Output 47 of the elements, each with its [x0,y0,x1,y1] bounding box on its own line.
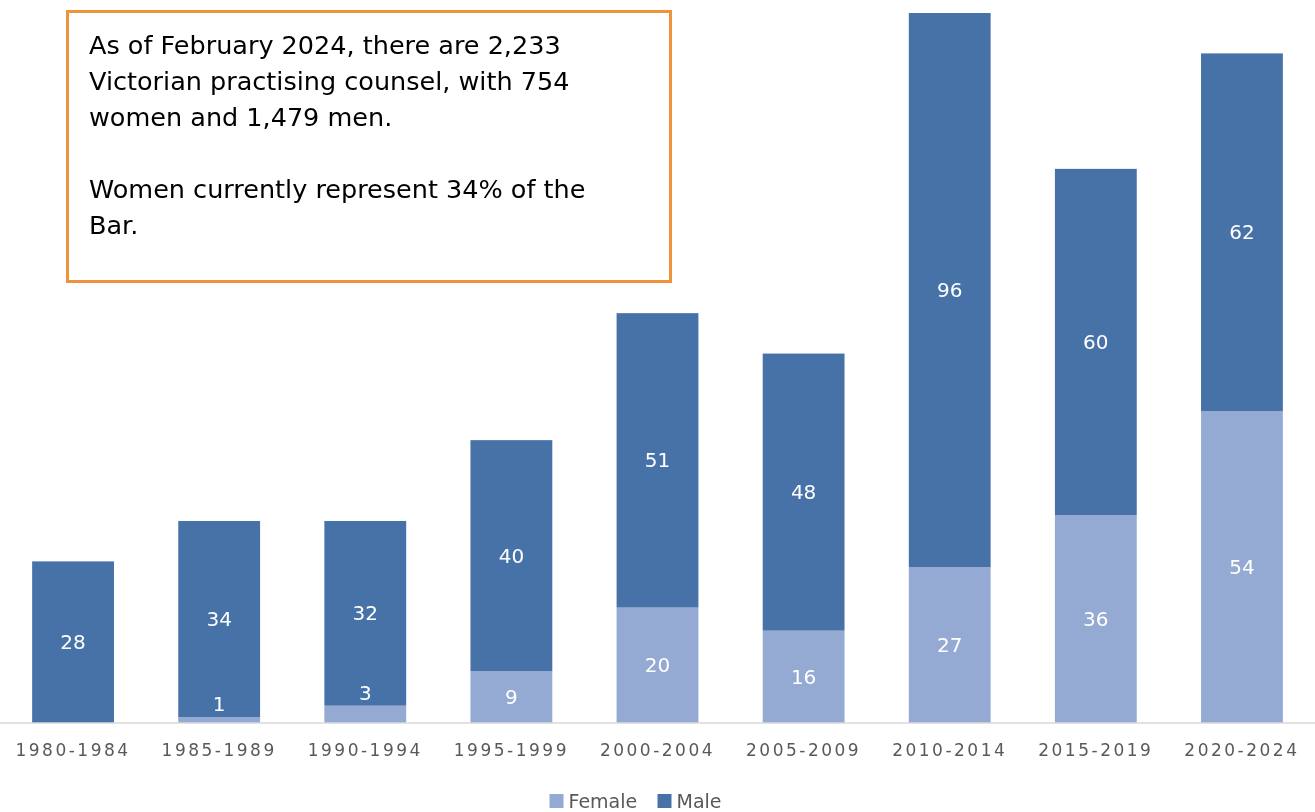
data-label: 16 [790,664,817,689]
data-label: 60 [1083,330,1109,355]
bar [1054,515,1137,723]
bar [324,520,407,706]
data-label: 3 [358,680,372,705]
data-label: 48 [790,480,817,505]
bar [178,520,261,718]
legend-label: Male [676,789,722,812]
annotation: Women currently represent 34% of the Bar. [89,173,587,242]
data-label: 51 [644,448,671,473]
annotation: As of February 2024, there are 2,233 Victorian practising counsel, with 754 women and 1,479 men. [89,29,571,134]
bar [908,13,991,568]
data-label: 36 [1083,607,1109,632]
x-tick-label: 1990-1994 [307,740,423,760]
data-label: 40 [498,543,525,568]
x-tick-label: 2000-2004 [599,740,716,760]
bar [1201,411,1283,723]
data-label: 28 [60,630,86,655]
data-label: 96 [937,278,963,303]
data-label: 1 [212,692,226,717]
bar [324,705,407,723]
x-tick-label: 2010-2014 [892,740,1008,760]
bar [616,607,699,723]
data-label: 20 [644,653,671,678]
x-tick-label: 2020-2024 [1184,740,1300,760]
data-label: 54 [1229,555,1255,580]
x-tick-label: 1985-1989 [161,740,277,760]
data-label: 27 [937,633,963,658]
x-tick-label: 2015-2019 [1038,740,1154,760]
data-label: 9 [505,685,518,710]
data-label: 34 [206,607,232,632]
data-label: 32 [352,601,378,626]
legend-label: Female [568,789,638,812]
data-label: 62 [1229,220,1255,245]
bar [470,440,553,672]
bar [1201,53,1283,412]
bar [762,353,845,631]
bar [470,671,553,723]
x-tick-label: 1995-1999 [453,740,569,760]
text-box: As of February 2024, there are 2,233 Victorian practising counsel, with 754 women and 1,479 men. Women currently represent 34% of the Bar. [66,10,672,283]
bar [1054,168,1137,516]
bar [32,561,114,723]
bar [762,630,845,723]
bar [616,313,699,608]
x-tick-label: 2005-2009 [746,740,862,760]
bar [908,567,991,723]
x-tick-label: 1980-1984 [15,740,131,760]
